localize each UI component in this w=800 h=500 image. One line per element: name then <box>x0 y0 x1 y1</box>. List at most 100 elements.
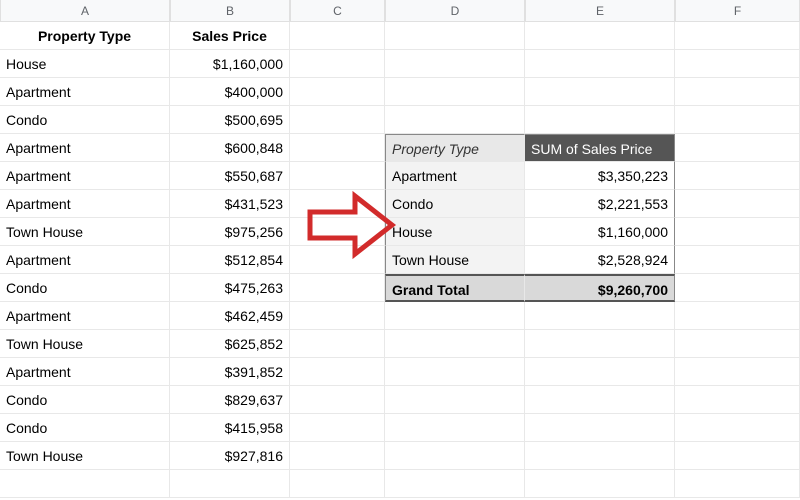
table-row[interactable]: Town House <box>0 330 170 358</box>
column-header[interactable]: E <box>525 0 675 22</box>
table-row[interactable]: $927,816 <box>170 442 290 470</box>
empty-cell[interactable] <box>290 274 385 302</box>
empty-cell[interactable] <box>385 358 525 386</box>
table-row[interactable]: Apartment <box>0 134 170 162</box>
column-header[interactable]: B <box>170 0 290 22</box>
pivot-row-label[interactable]: Town House <box>385 246 525 274</box>
table-row[interactable]: Condo <box>0 274 170 302</box>
empty-cell[interactable] <box>290 190 385 218</box>
table-row[interactable]: $475,263 <box>170 274 290 302</box>
pivot-row-value[interactable]: $1,160,000 <box>525 218 675 246</box>
table-row[interactable]: $625,852 <box>170 330 290 358</box>
empty-cell[interactable] <box>290 22 385 50</box>
empty-cell[interactable] <box>290 414 385 442</box>
empty-cell[interactable] <box>385 302 525 330</box>
table-row[interactable]: Apartment <box>0 162 170 190</box>
pivot-row-value[interactable]: $2,528,924 <box>525 246 675 274</box>
empty-cell[interactable] <box>290 78 385 106</box>
table-row[interactable]: House <box>0 50 170 78</box>
pivot-row-label[interactable]: Condo <box>385 190 525 218</box>
empty-cell[interactable] <box>385 414 525 442</box>
empty-cell[interactable] <box>675 162 800 190</box>
empty-cell[interactable] <box>525 470 675 498</box>
empty-cell[interactable] <box>525 106 675 134</box>
empty-cell[interactable] <box>385 50 525 78</box>
empty-cell[interactable] <box>525 358 675 386</box>
table-row[interactable]: $391,852 <box>170 358 290 386</box>
empty-cell[interactable] <box>675 414 800 442</box>
empty-cell[interactable] <box>290 358 385 386</box>
empty-cell[interactable] <box>675 78 800 106</box>
empty-cell[interactable] <box>290 470 385 498</box>
table-row[interactable]: Apartment <box>0 246 170 274</box>
pivot-row-label[interactable]: Apartment <box>385 162 525 190</box>
empty-cell[interactable] <box>675 470 800 498</box>
column-header[interactable]: A <box>0 0 170 22</box>
empty-cell[interactable] <box>290 442 385 470</box>
empty-cell[interactable] <box>525 78 675 106</box>
column-header[interactable]: F <box>675 0 800 22</box>
empty-cell[interactable] <box>290 218 385 246</box>
empty-cell[interactable] <box>385 470 525 498</box>
empty-cell[interactable] <box>675 134 800 162</box>
empty-cell[interactable] <box>675 246 800 274</box>
empty-cell[interactable] <box>290 386 385 414</box>
empty-cell[interactable] <box>525 22 675 50</box>
empty-cell[interactable] <box>290 246 385 274</box>
table-row[interactable]: $462,459 <box>170 302 290 330</box>
empty-cell[interactable] <box>525 330 675 358</box>
table-row[interactable]: $500,695 <box>170 106 290 134</box>
table-row[interactable]: $415,958 <box>170 414 290 442</box>
empty-cell[interactable] <box>385 386 525 414</box>
table-row[interactable]: $550,687 <box>170 162 290 190</box>
empty-cell[interactable] <box>290 162 385 190</box>
table-row[interactable]: $1,160,000 <box>170 50 290 78</box>
table-row[interactable]: Apartment <box>0 358 170 386</box>
pivot-row-value[interactable]: $3,350,223 <box>525 162 675 190</box>
table-row[interactable]: $400,000 <box>170 78 290 106</box>
column-header[interactable]: D <box>385 0 525 22</box>
empty-cell[interactable] <box>525 386 675 414</box>
empty-cell[interactable] <box>675 386 800 414</box>
table-row[interactable]: Condo <box>0 414 170 442</box>
empty-cell[interactable] <box>675 190 800 218</box>
table-row[interactable]: Condo <box>0 106 170 134</box>
empty-cell[interactable] <box>525 414 675 442</box>
pivot-row-value[interactable]: $2,221,553 <box>525 190 675 218</box>
empty-cell[interactable] <box>290 106 385 134</box>
empty-cell[interactable] <box>675 358 800 386</box>
table-row[interactable]: Apartment <box>0 78 170 106</box>
table-row[interactable]: Town House <box>0 218 170 246</box>
empty-cell[interactable] <box>675 330 800 358</box>
table-row[interactable]: $829,637 <box>170 386 290 414</box>
empty-cell[interactable] <box>385 78 525 106</box>
empty-cell[interactable] <box>385 22 525 50</box>
table-row[interactable]: Condo <box>0 386 170 414</box>
empty-cell[interactable] <box>170 470 290 498</box>
empty-cell[interactable] <box>290 50 385 78</box>
empty-cell[interactable] <box>675 302 800 330</box>
empty-cell[interactable] <box>525 50 675 78</box>
empty-cell[interactable] <box>385 106 525 134</box>
table-row[interactable]: Apartment <box>0 302 170 330</box>
table-row[interactable]: $975,256 <box>170 218 290 246</box>
table-row[interactable]: Apartment <box>0 190 170 218</box>
column-header[interactable]: C <box>290 0 385 22</box>
empty-cell[interactable] <box>385 442 525 470</box>
empty-cell[interactable] <box>525 302 675 330</box>
empty-cell[interactable] <box>675 22 800 50</box>
table-row[interactable]: Town House <box>0 442 170 470</box>
pivot-row-label[interactable]: House <box>385 218 525 246</box>
empty-cell[interactable] <box>675 442 800 470</box>
table-row[interactable]: $431,523 <box>170 190 290 218</box>
empty-cell[interactable] <box>525 442 675 470</box>
table-row[interactable]: $512,854 <box>170 246 290 274</box>
spreadsheet-grid[interactable]: ABCDEFProperty TypeSales PriceHouse$1,16… <box>0 0 800 498</box>
empty-cell[interactable] <box>290 302 385 330</box>
table-row[interactable]: $600,848 <box>170 134 290 162</box>
empty-cell[interactable] <box>385 330 525 358</box>
empty-cell[interactable] <box>675 274 800 302</box>
empty-cell[interactable] <box>0 470 170 498</box>
empty-cell[interactable] <box>675 218 800 246</box>
empty-cell[interactable] <box>675 50 800 78</box>
